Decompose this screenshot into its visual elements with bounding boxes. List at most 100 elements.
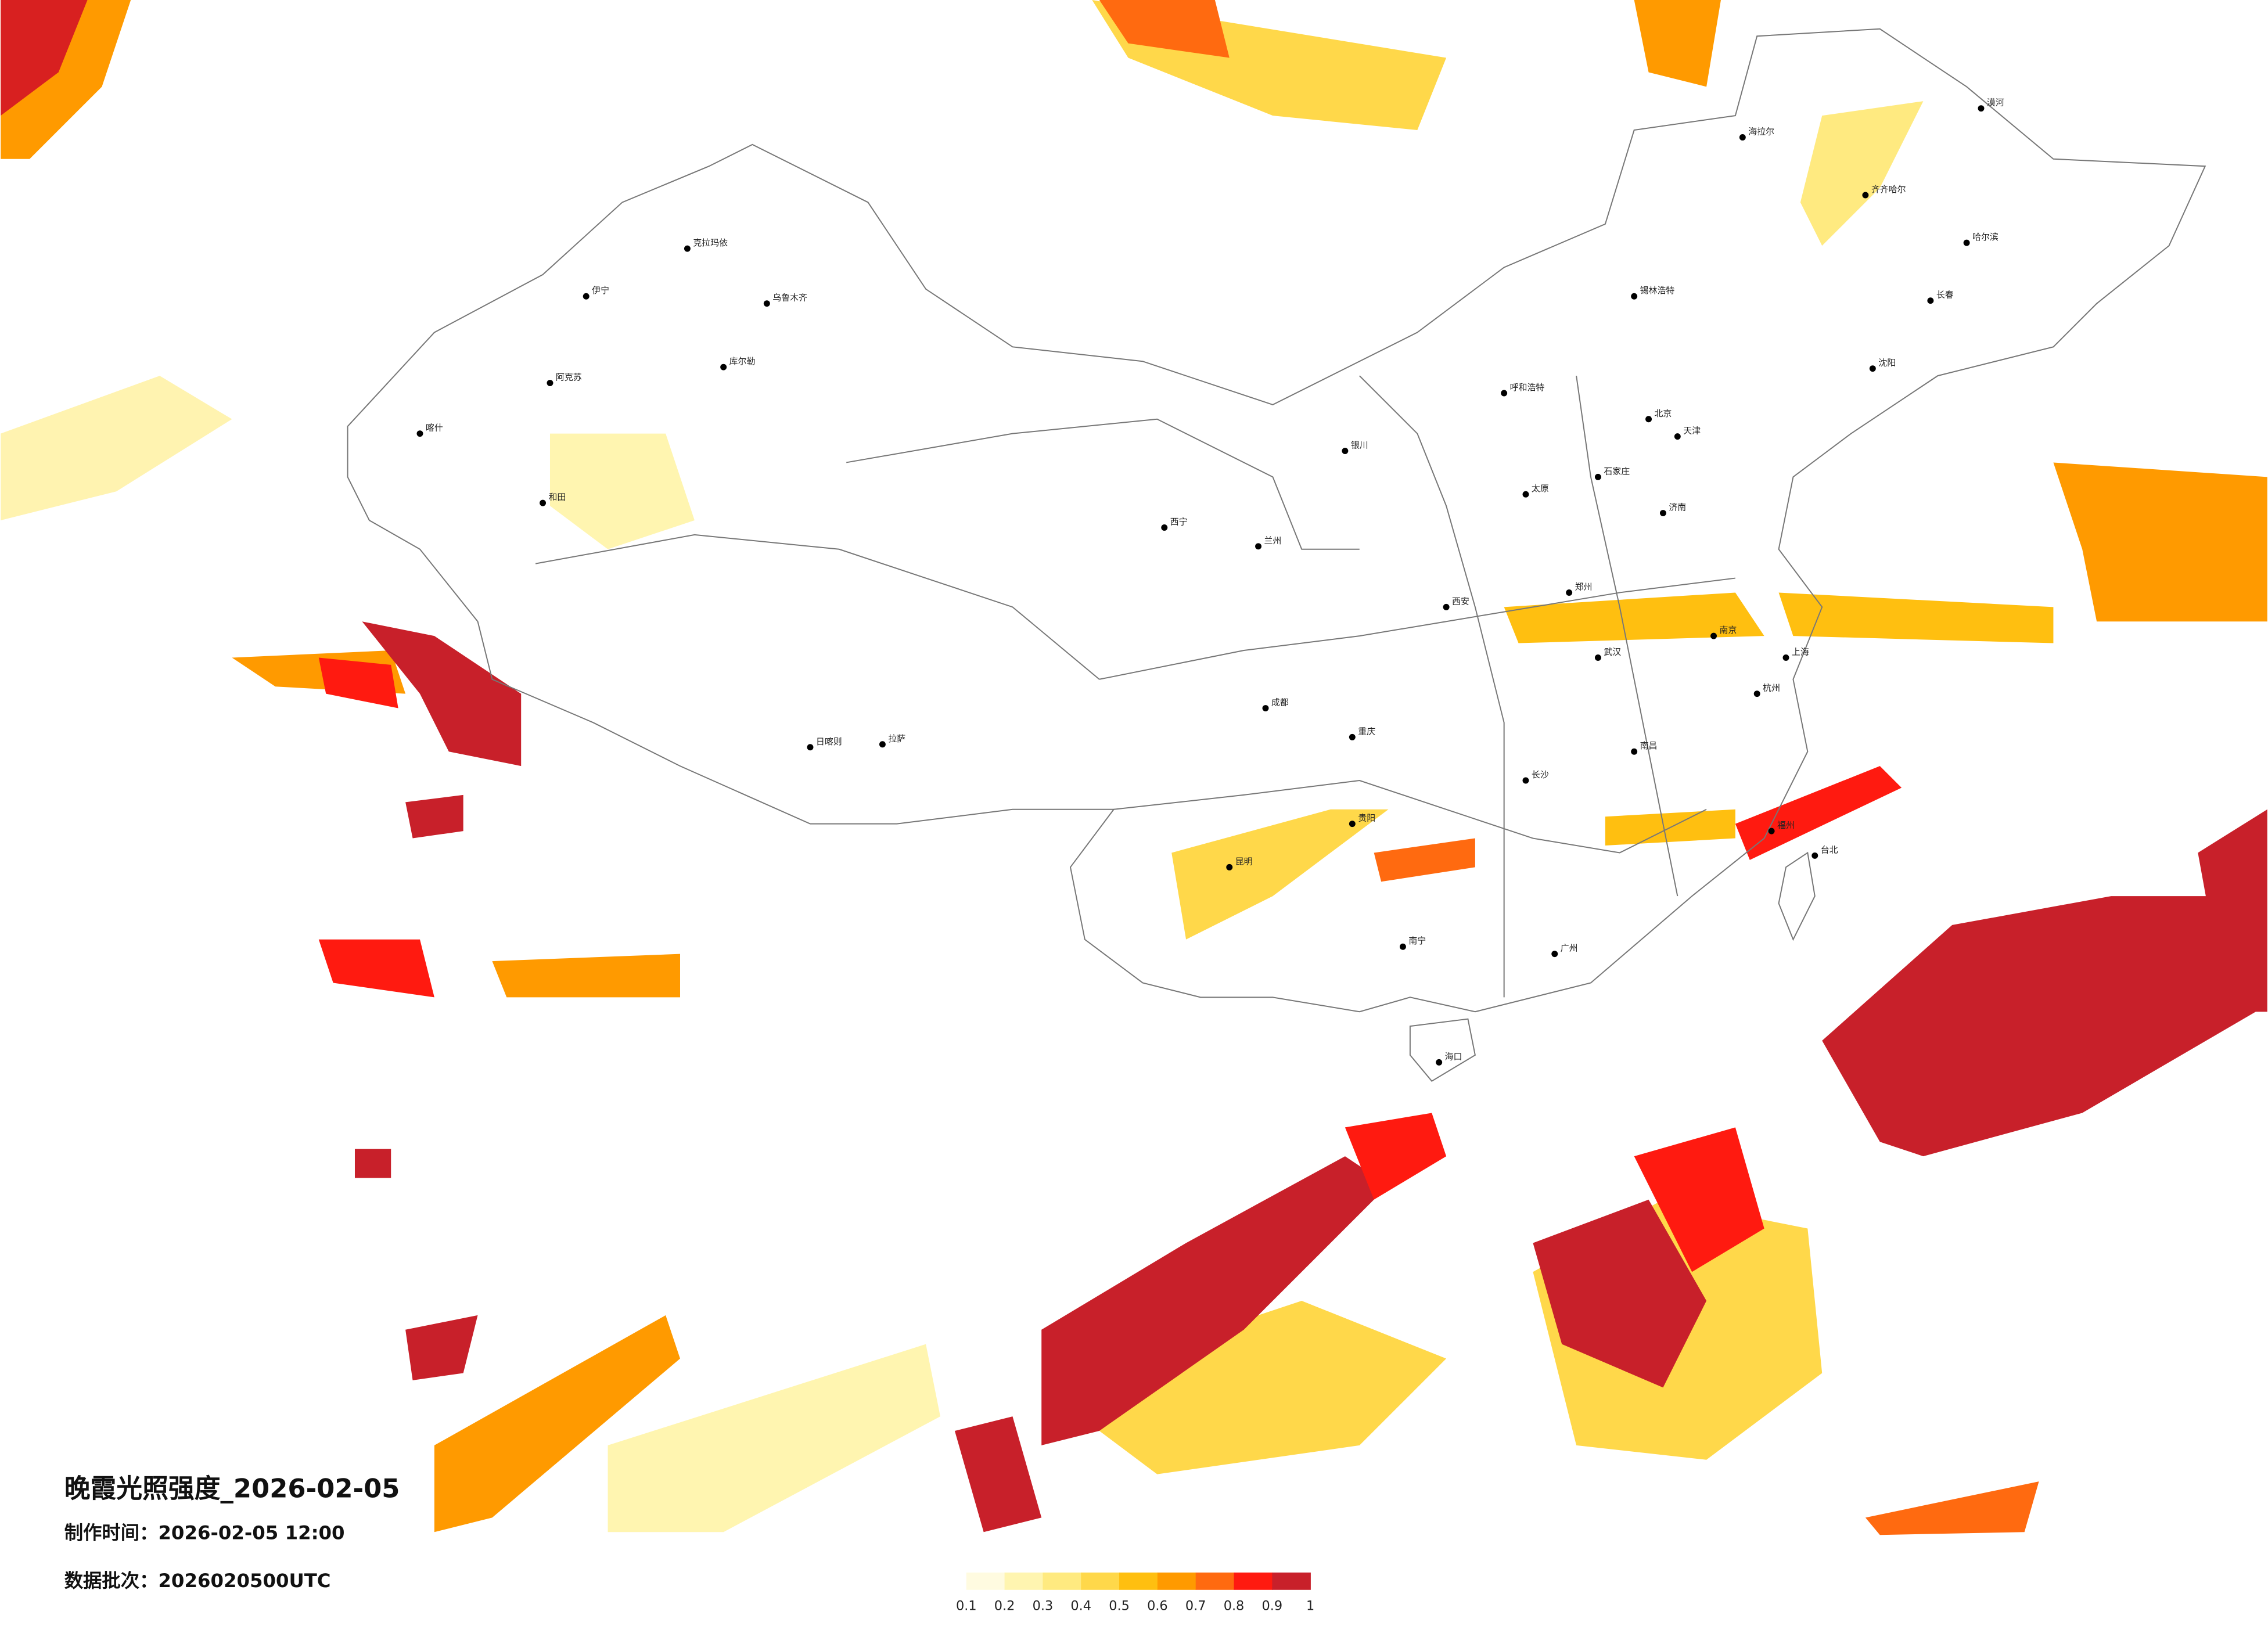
heat-area <box>2053 462 2267 622</box>
city-label: 拉萨 <box>888 733 905 744</box>
heat-area <box>1041 1301 1447 1474</box>
colorbar-tick-label: 0.4 <box>1070 1599 1091 1614</box>
city-dot <box>1226 864 1233 870</box>
city-label: 日喀则 <box>816 736 842 747</box>
heat-area <box>1041 1156 1389 1445</box>
city-label: 漠河 <box>1987 98 2004 108</box>
city-label: 广州 <box>1561 943 1578 954</box>
production-time: 制作时间：2026-02-05 12:00 <box>64 1522 345 1544</box>
city-dot <box>416 430 423 437</box>
heat-area <box>1171 809 1389 940</box>
city-dot <box>1753 690 1760 697</box>
colorbar-segment <box>1043 1572 1081 1590</box>
city-label: 贵阳 <box>1358 813 1375 823</box>
city-dot <box>1342 448 1349 455</box>
colorbar-segment <box>1119 1572 1158 1590</box>
colorbar-segment <box>1195 1572 1235 1590</box>
heat-area <box>318 657 398 708</box>
city-label: 福州 <box>1777 820 1795 830</box>
city-dot <box>583 293 590 300</box>
colorbar-tick-label: 0.3 <box>1033 1599 1054 1614</box>
borders <box>347 28 2206 1082</box>
city-dot <box>1710 632 1717 639</box>
city-dot <box>684 245 691 252</box>
city-label: 和田 <box>549 492 566 502</box>
city-label: 哈尔滨 <box>1972 232 1999 242</box>
colorbar-tick-label: 0.1 <box>956 1599 977 1614</box>
colorbar-tick-label: 0.5 <box>1109 1599 1130 1614</box>
city-label: 天津 <box>1683 426 1701 436</box>
city-dot <box>1566 589 1573 596</box>
city-dot <box>807 744 814 751</box>
city-dot <box>1594 654 1601 661</box>
heat-area <box>318 939 434 998</box>
city-label: 昆明 <box>1235 856 1253 866</box>
city-label: 武汉 <box>1604 646 1621 657</box>
province-border <box>1576 375 1678 897</box>
city-label: 海拉尔 <box>1748 126 1774 136</box>
city-dot <box>1436 1059 1443 1066</box>
colorbar-segment <box>1272 1572 1311 1590</box>
heat-area <box>492 954 680 998</box>
colorbar-tick-label: 1 <box>1306 1599 1314 1614</box>
heat-area <box>362 621 522 767</box>
heat-area <box>405 794 463 839</box>
heat-area <box>1504 592 1764 643</box>
city-label: 伊宁 <box>592 285 609 296</box>
city-label: 长沙 <box>1532 769 1549 780</box>
city-dot <box>1255 543 1262 550</box>
city-dot <box>1631 293 1638 300</box>
colorbar-tick-label: 0.7 <box>1185 1599 1206 1614</box>
heat-area <box>1634 1127 1764 1272</box>
city-dot <box>1349 733 1356 740</box>
city-label: 重庆 <box>1358 726 1375 736</box>
city-dot <box>1768 828 1775 834</box>
city-label: 齐齐哈尔 <box>1871 184 1906 195</box>
city-dot <box>1674 433 1681 440</box>
colorbar-tick-label: 0.9 <box>1262 1599 1283 1614</box>
city-label: 南宁 <box>1408 936 1426 946</box>
city-dot <box>1594 473 1601 480</box>
heat-area <box>1800 101 1924 246</box>
city-dot <box>763 300 770 307</box>
city-label: 成都 <box>1271 697 1289 708</box>
city-dot <box>1522 491 1529 498</box>
city-dot <box>1399 943 1406 950</box>
city-dot <box>1963 239 1970 246</box>
province-border <box>535 534 1100 680</box>
city-dot <box>1739 134 1746 141</box>
country-border <box>347 28 2206 1013</box>
city-dot <box>1349 821 1356 828</box>
city-dot <box>1522 777 1529 784</box>
heat-area <box>405 1315 478 1380</box>
city-label: 西安 <box>1452 596 1469 606</box>
city-label: 太原 <box>1532 483 1549 494</box>
heat-area <box>1374 838 1475 882</box>
heat-area <box>1822 896 2256 1157</box>
heat-area <box>434 1315 680 1533</box>
city-dot <box>547 380 553 387</box>
heat-area <box>1 376 232 520</box>
city-label: 南昌 <box>1640 740 1658 751</box>
city-dot <box>1862 192 1869 199</box>
province-border <box>1099 577 1736 680</box>
city-label: 济南 <box>1669 502 1686 513</box>
city-label: 克拉玛依 <box>693 238 728 248</box>
city-label: 阿克苏 <box>556 372 582 383</box>
city-dot <box>540 499 547 506</box>
city-dot <box>1551 951 1558 958</box>
heat-area <box>608 1344 940 1533</box>
city-dot <box>720 364 727 370</box>
island-border <box>1409 1018 1476 1082</box>
colorbar-segment <box>1157 1572 1196 1590</box>
city-label: 台北 <box>1821 844 1838 855</box>
heat-area <box>1533 1199 1707 1388</box>
city-dot <box>1501 390 1508 397</box>
colorbar-segment <box>966 1572 1005 1590</box>
data-batch: 数据批次：2026020500UTC <box>64 1570 331 1592</box>
heat-area <box>1735 766 1902 860</box>
city-dot <box>879 741 886 748</box>
city-label: 杭州 <box>1763 683 1780 693</box>
